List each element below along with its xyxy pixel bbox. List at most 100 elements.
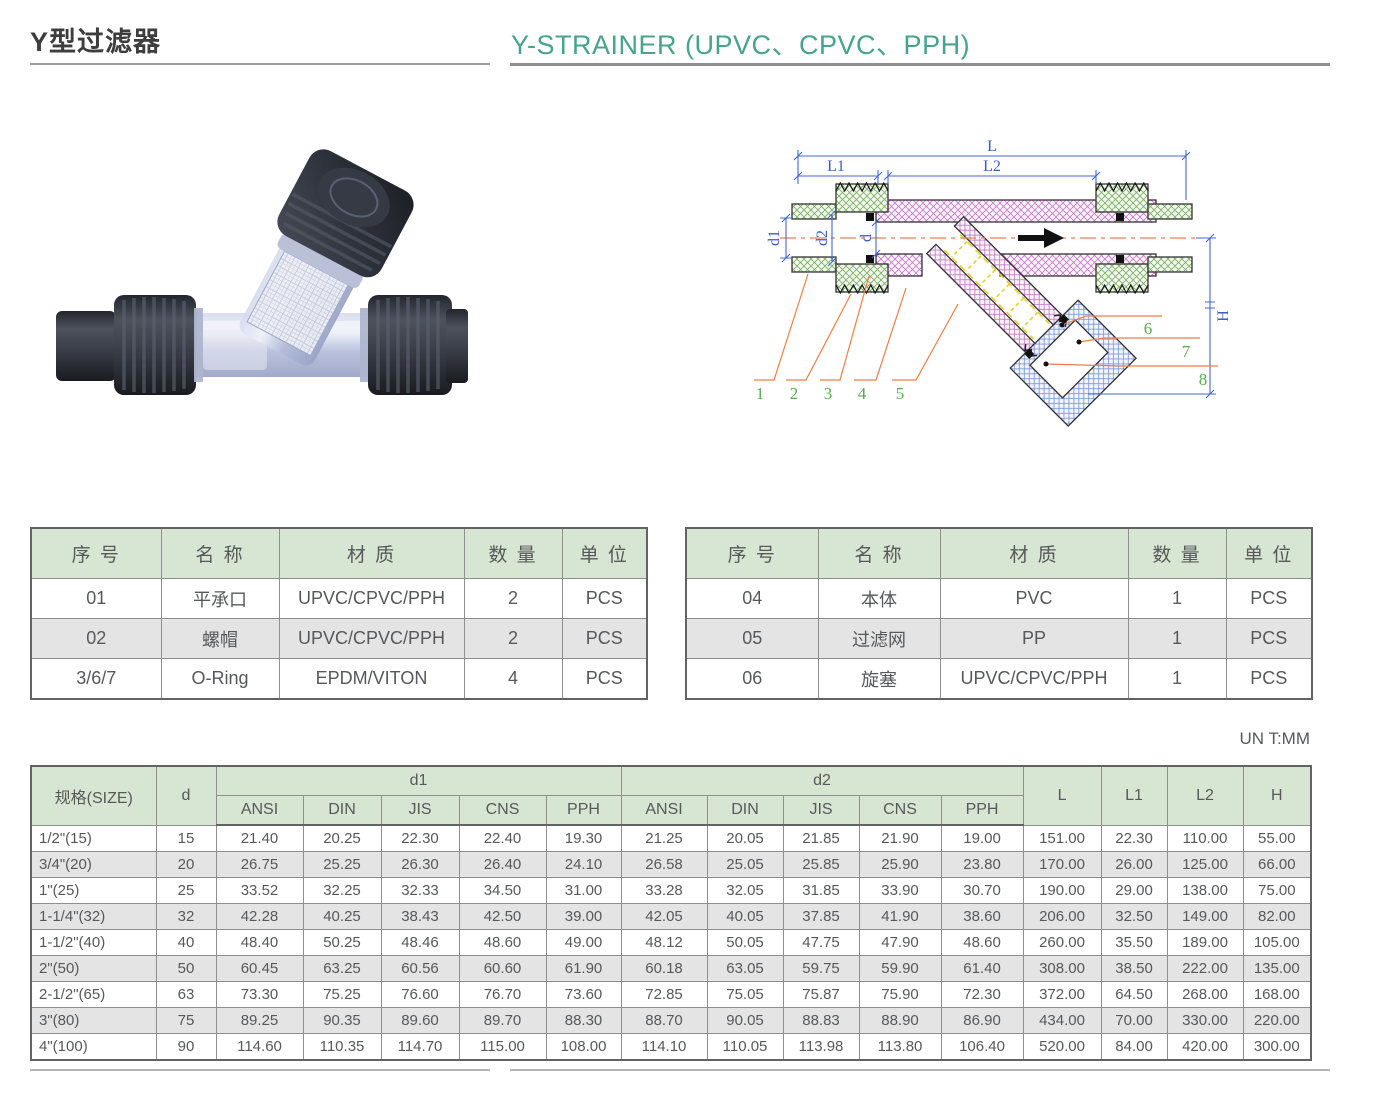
table-cell: 72.85 [620,981,708,1008]
table-cell: UPVC/CPVC/PPH [939,658,1129,700]
table-cell: 48.60 [458,929,547,956]
table-cell: 3/4"(20) [30,851,157,878]
table-cell: 330.00 [1166,1007,1244,1034]
table-cell: PCS [561,578,648,619]
table-cell: 37.85 [782,903,860,930]
table-cell: 90.35 [302,1007,382,1034]
table-cell: 50 [155,955,217,982]
callout-5: 5 [896,384,905,403]
callout-4: 4 [858,384,867,403]
table-cell: 26.00 [1100,851,1168,878]
table-cell: 220.00 [1242,1007,1312,1034]
table-cell: 20.05 [706,824,784,852]
table-cell: 04 [685,578,819,619]
table-cell: 25.05 [706,851,784,878]
table-cell: 33.28 [620,877,708,904]
table-cell: 32.33 [380,877,460,904]
table-row: 3"(80) 75 89.25 90.35 89.60 89.70 88.30 88.70 90… [30,1007,1312,1034]
table-cell: PCS [1225,618,1313,659]
table-cell: 63 [155,981,217,1008]
table-cell: 59.90 [858,955,942,982]
table-cell: 149.00 [1166,903,1244,930]
table-cell: 26.30 [380,851,460,878]
table-cell: 222.00 [1166,955,1244,982]
table-cell: 02 [30,618,162,659]
table-cell: UPVC/CPVC/PPH [278,618,465,659]
table-cell: 26.40 [458,851,547,878]
table-cell: PCS [1225,658,1313,700]
technical-diagram: L L1 L2 d1 d2 d H [748,126,1236,440]
col-header-d1-pph: PPH [545,795,622,826]
table-cell: 75 [155,1007,217,1034]
table-cell: PCS [561,658,648,700]
table-cell: 60.60 [458,955,547,982]
table-cell: PVC [939,578,1129,619]
table-cell: 38.50 [1100,955,1168,982]
o-ring-sections [866,213,1124,263]
dim-L: L [987,138,997,155]
table-cell: 平承口 [160,578,280,619]
product-photo [38,148,474,456]
table-cell: 76.70 [458,981,547,1008]
table-cell: 2 [463,578,563,619]
col-header-L2: L2 [1166,765,1244,826]
col-header-d2-ansi: ANSI [620,795,708,826]
col-header-name: 名 称 [160,527,280,579]
table-cell: 1 [1127,658,1227,700]
table-cell: 114.60 [215,1033,304,1061]
table-cell: 82.00 [1242,903,1312,930]
table-cell: 61.40 [940,955,1024,982]
table-cell: 113.80 [858,1033,942,1061]
col-header-d2-din: DIN [706,795,784,826]
parts-table-right: 序 号 名 称 材 质 数 量 单 位 04 本体 PVC 1 PCS 05 过滤网 PP 1 P… [685,527,1313,700]
table-cell: O-Ring [160,658,280,700]
table-cell: 420.00 [1166,1033,1244,1061]
callout-numbers: 1 2 3 4 5 6 7 8 [756,319,1208,403]
table-row: 2-1/2"(65) 63 73.30 75.25 76.60 76.70 73.60 72.… [30,981,1312,1008]
table-cell: 39.00 [545,903,622,930]
table-cell: 84.00 [1100,1033,1168,1061]
table-cell: 25 [155,877,217,904]
table-cell: 40.25 [302,903,382,930]
table-cell: 2-1/2"(65) [30,981,157,1008]
table-cell: 308.00 [1022,955,1102,982]
dim-H: H [1215,310,1232,322]
table-cell: 30.70 [940,877,1024,904]
col-header-seq: 序 号 [30,527,162,579]
table-cell: 23.80 [940,851,1024,878]
table-cell: 268.00 [1166,981,1244,1008]
table-cell: 21.90 [858,824,942,852]
table-cell: 22.40 [458,824,547,852]
table-cell: 60.56 [380,955,460,982]
table-cell: 15 [155,824,217,852]
table-cell: PP [939,618,1129,659]
union-sections [791,183,1193,293]
table-row: 2"(50) 50 60.45 63.25 60.56 60.60 61.90 60.18 63… [30,955,1312,982]
col-header-material: 材 质 [278,527,465,579]
callout-7: 7 [1182,342,1191,361]
table-cell: 168.00 [1242,981,1312,1008]
table-cell: 114.70 [380,1033,460,1061]
table-cell: 106.40 [940,1033,1024,1061]
table-row: 1/2"(15) 15 21.40 20.25 22.30 22.40 19.30 21.25… [30,824,1312,852]
table-cell: 59.75 [782,955,860,982]
table-cell: 19.30 [545,824,622,852]
col-header-d1-jis: JIS [380,795,460,826]
table-cell: 73.60 [545,981,622,1008]
table-cell: 2"(50) [30,955,157,982]
table-cell: 旋塞 [817,658,941,700]
dim-L1: L1 [827,158,845,175]
dimensions-table: 规格(SIZE) d d1 d2 L L1 L2 H ANSI DIN JIS … [30,765,1313,1061]
table-cell: 06 [685,658,819,700]
dim-d2: d2 [814,230,831,246]
table-cell: 520.00 [1022,1033,1102,1061]
table-cell: 47.75 [782,929,860,956]
strainer-branch [239,149,414,366]
table-cell: 75.00 [1242,877,1312,904]
table-cell: 21.40 [215,824,304,852]
callout-3: 3 [824,384,833,403]
table-cell: 25.85 [782,851,860,878]
table-cell: 1/2"(15) [30,824,157,852]
table-cell: 29.00 [1100,877,1168,904]
table-cell: 1-1/2"(40) [30,929,157,956]
